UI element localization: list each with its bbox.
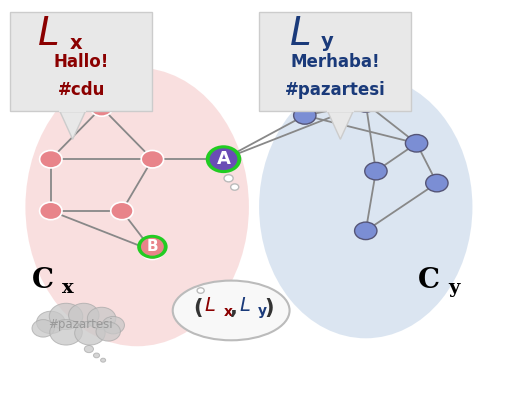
Circle shape [405,135,428,152]
Text: y: y [448,279,459,297]
Text: C: C [418,267,440,294]
Circle shape [50,320,82,345]
Circle shape [90,99,113,116]
Circle shape [69,303,99,327]
Circle shape [365,162,387,180]
Circle shape [197,288,204,293]
Ellipse shape [25,68,249,346]
Circle shape [75,321,105,345]
Text: C: C [32,267,54,294]
Circle shape [141,150,164,168]
Text: #pazartesi: #pazartesi [285,80,386,99]
Text: $\mathbf{\it{L}}$: $\mathbf{\it{L}}$ [204,296,216,315]
Text: (: ( [193,298,203,318]
Circle shape [355,222,377,240]
Ellipse shape [173,281,290,340]
Text: Hallo!: Hallo! [53,53,109,71]
Circle shape [294,107,316,124]
Circle shape [37,311,65,334]
Circle shape [49,303,83,330]
Circle shape [210,148,237,170]
Text: $\mathbf{x}$: $\mathbf{x}$ [69,34,83,53]
Text: #cdu: #cdu [57,80,105,99]
Circle shape [96,322,120,341]
Text: $\mathbf{\it{L}}$: $\mathbf{\it{L}}$ [239,296,250,315]
FancyBboxPatch shape [259,12,411,111]
Text: $\mathbf{y}$: $\mathbf{y}$ [257,305,268,320]
Text: $\mathbf{x}$: $\mathbf{x}$ [223,305,233,320]
Text: A: A [216,150,231,168]
FancyBboxPatch shape [10,12,152,111]
Text: $\mathbf{y}$: $\mathbf{y}$ [321,34,335,53]
Circle shape [84,345,93,353]
Circle shape [355,95,377,112]
Circle shape [32,320,54,337]
Text: B: B [147,239,158,254]
Circle shape [426,174,448,192]
Polygon shape [328,111,353,139]
Circle shape [40,202,62,220]
Circle shape [137,235,168,259]
Circle shape [141,242,164,259]
Text: Merhaba!: Merhaba! [291,53,380,71]
Text: $\mathbf{\it{L}}$: $\mathbf{\it{L}}$ [289,15,310,53]
Ellipse shape [259,76,472,338]
Circle shape [40,150,62,168]
Circle shape [93,353,100,358]
Text: $\mathbf{\it{L}}$: $\mathbf{\it{L}}$ [37,15,58,53]
Circle shape [111,202,133,220]
Circle shape [206,145,241,173]
Circle shape [101,358,106,362]
Text: #pazartesi: #pazartesi [48,318,113,331]
Circle shape [141,238,164,256]
Text: ,: , [230,298,238,318]
Circle shape [224,175,233,182]
Text: x: x [62,279,73,297]
Circle shape [87,307,116,330]
Circle shape [102,316,124,334]
Circle shape [231,184,239,190]
Text: ): ) [264,298,274,318]
Polygon shape [60,111,85,139]
